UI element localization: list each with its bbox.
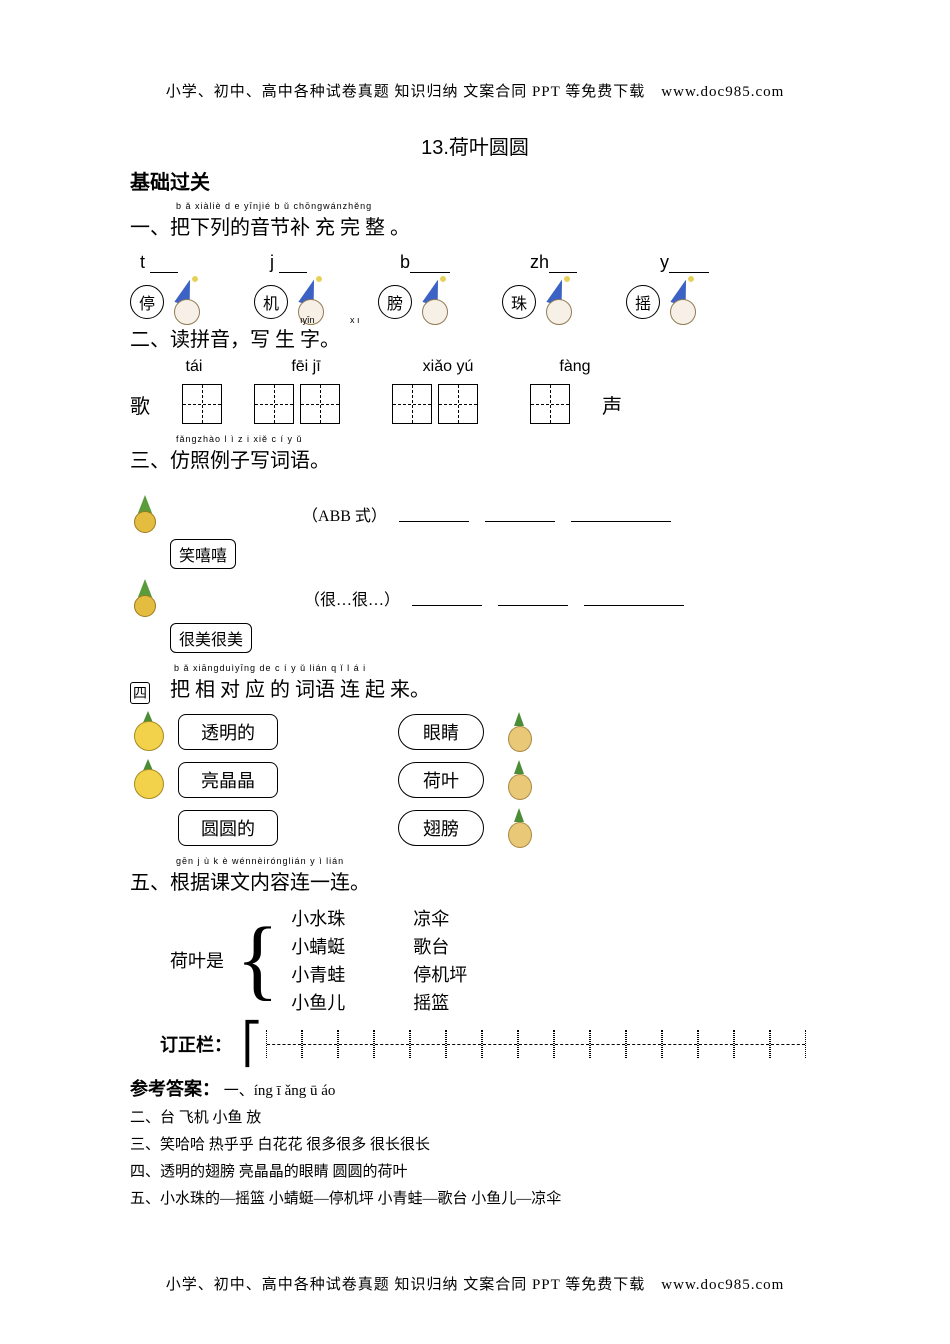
s1-char-row: 停 机 膀 珠 摇 <box>130 279 820 325</box>
wizard-icon <box>416 279 456 325</box>
s2-pre: 歌 <box>130 390 150 419</box>
correction-row: 订正栏： ⎡ <box>130 1029 820 1059</box>
s3-row2b: 很美很美 <box>130 619 820 657</box>
s4-ruby: b ǎ xiāngduìyīng de c í y ǔ lián q ǐ l á… <box>174 663 430 673</box>
s5-leader: 荷叶是 <box>170 947 224 973</box>
s3-row1b: 笑嘻嘻 <box>130 535 820 573</box>
s5-left-col: 小水珠 小蜻蜓 小青蛙 小鱼儿 <box>291 905 345 1015</box>
wizard-icon <box>664 279 704 325</box>
write-box[interactable] <box>392 384 432 424</box>
s2-py2: xiǎo yú <box>388 358 508 376</box>
s2-py1: fēi jī <box>256 358 356 376</box>
s1-initials-row: t j b zh y <box>140 252 820 273</box>
s4-row0: 透明的 眼睛 <box>130 712 820 752</box>
s4-right1[interactable]: 荷叶 <box>398 762 484 798</box>
ans5: 五、小水珠的—摇篮 小蜻蜓—停机坪 小青蛙—歌台 小鱼儿—凉伞 <box>130 1191 561 1207</box>
s3-ruby: fǎngzhào l ì z i xiě c í y ǔ <box>176 434 820 444</box>
s2-ruby2: x ı <box>350 315 360 325</box>
page-title: 13.荷叶圆圆 <box>130 131 820 160</box>
pineapple-icon <box>130 579 162 617</box>
wizard-icon <box>540 279 580 325</box>
dzl-label: 订正栏： <box>160 1031 232 1057</box>
s4-row2: 圆圆的 翅膀 <box>130 808 820 848</box>
s3-hint1: （ABB 式） <box>302 502 387 526</box>
s2-py0: tái <box>164 358 224 376</box>
s4-left0[interactable]: 透明的 <box>178 714 278 750</box>
s4-row1: 亮晶晶 荷叶 <box>130 760 820 800</box>
s4-right2[interactable]: 翅膀 <box>398 810 484 846</box>
s1-c3: 珠 <box>502 285 536 319</box>
wizard-icon <box>168 279 208 325</box>
s1-i0: t <box>140 252 145 272</box>
s3-label1: 笑嘻嘻 <box>170 539 236 569</box>
answers: 参考答案： 一、íng ī ǎng ū áo 二、台 飞机 小鱼 放 三、笑哈哈… <box>130 1073 820 1213</box>
s5-r2: 停机坪 <box>413 961 467 987</box>
sprout-icon <box>504 808 536 848</box>
ans4: 四、透明的翅膀 亮晶晶的眼睛 圆圆的荷叶 <box>130 1164 408 1180</box>
s3-hint2: （很…很…） <box>304 586 400 610</box>
s5-l1: 小蜻蜓 <box>291 933 345 959</box>
section-subhead: 基础过关 <box>130 166 820 195</box>
s2-pinyin-row: tái fēi jī xiǎo yú fàng <box>164 358 820 376</box>
brace-icon: ⎡ <box>242 1029 262 1059</box>
s5-r3: 摇篮 <box>413 989 467 1015</box>
write-box[interactable] <box>530 384 570 424</box>
s4-text: 把 相 对 应 的 词语 连 起 来。 <box>170 673 430 702</box>
brace-icon: { <box>236 920 279 1000</box>
s1-i3: zh <box>530 252 549 272</box>
s5-ruby: gēn j ù k è wénnèirónglián y ì lián <box>176 856 820 866</box>
s2-py3: fàng <box>540 358 610 376</box>
s2-ruby1: ıyīn <box>300 315 315 325</box>
s5-l3: 小鱼儿 <box>291 989 345 1015</box>
s2-post: 声 <box>602 390 622 419</box>
ans2: 二、台 飞机 小鱼 放 <box>130 1110 261 1126</box>
footer: 小学、初中、高中各种试卷真题 知识归纳 文案合同 PPT 等免费下载 www.d… <box>0 1273 950 1294</box>
s4-right0[interactable]: 眼睛 <box>398 714 484 750</box>
s5-l2: 小青蛙 <box>291 961 345 987</box>
s4-num: 四 <box>130 682 150 704</box>
s1-text: 一、把下列的音节补 充 完 整 。 <box>130 211 820 240</box>
onion-icon <box>130 761 168 799</box>
s3-row1: 占 （ABB 式） <box>130 495 820 533</box>
sprout-icon <box>504 712 536 752</box>
onion-icon <box>130 713 168 751</box>
s5-body: 荷叶是 { 小水珠 小蜻蜓 小青蛙 小鱼儿 凉伞 歌台 停机坪 摇篮 <box>130 905 820 1015</box>
s5-text: 五、根据课文内容连一连。 <box>130 866 820 895</box>
write-box[interactable] <box>438 384 478 424</box>
s1-i4: y <box>660 252 669 272</box>
s1-ruby: b ǎ xiàliè d e yīnjié b ǔ chōngwánzhěng <box>176 201 820 211</box>
answers-head: 参考答案： <box>130 1079 220 1099</box>
s1-c0: 停 <box>130 285 164 319</box>
s5-l0: 小水珠 <box>291 905 345 931</box>
s5-r1: 歌台 <box>413 933 467 959</box>
write-box[interactable] <box>182 384 222 424</box>
write-box[interactable] <box>254 384 294 424</box>
s2-text: ıyīn x ı 二、读拼音，写 生 字。 <box>130 323 820 352</box>
s3-row2: 占位占 （很…很…） <box>130 579 820 617</box>
s4-left2[interactable]: 圆圆的 <box>178 810 278 846</box>
header: 小学、初中、高中各种试卷真题 知识归纳 文案合同 PPT 等免费下载 www.d… <box>130 80 820 101</box>
s1-c1: 机 <box>254 285 288 319</box>
s5-right-col: 凉伞 歌台 停机坪 摇篮 <box>413 905 467 1015</box>
ans1: 一、íng ī ǎng ū áo <box>224 1083 336 1099</box>
s5-r0: 凉伞 <box>413 905 467 931</box>
s3-text: 三、仿照例子写词语。 <box>130 444 820 473</box>
write-box[interactable] <box>300 384 340 424</box>
s4-left1[interactable]: 亮晶晶 <box>178 762 278 798</box>
s1-i1: j <box>270 252 274 272</box>
s1-i2: b <box>400 252 410 272</box>
sprout-icon <box>504 760 536 800</box>
s2-boxes-row: 歌 声 <box>130 384 820 424</box>
s1-c2: 膀 <box>378 285 412 319</box>
s3-label2: 很美很美 <box>170 623 252 653</box>
s1-c4: 摇 <box>626 285 660 319</box>
pineapple-icon <box>130 495 162 533</box>
ans3: 三、笑哈哈 热乎乎 白花花 很多很多 很长很长 <box>130 1137 430 1153</box>
correction-grid[interactable] <box>266 1030 820 1058</box>
